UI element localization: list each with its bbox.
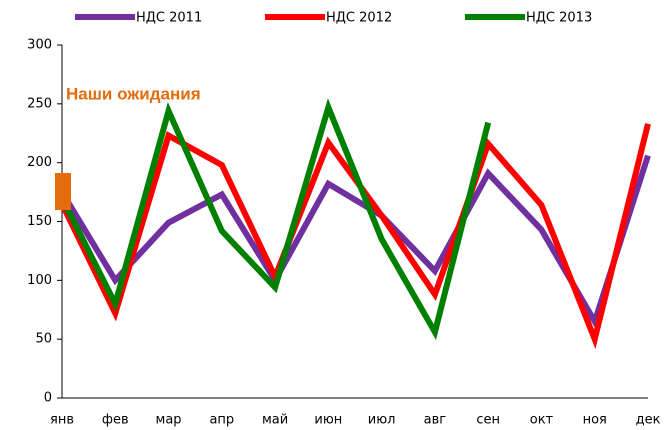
x-tick-label: дек <box>636 413 661 428</box>
x-tick-label: мар <box>156 413 182 428</box>
legend-label: НДС 2011 <box>136 11 202 26</box>
x-tick-label: июн <box>314 413 342 428</box>
x-tick-label: май <box>262 413 288 428</box>
annotation: Наши ожидания <box>66 84 201 103</box>
series-line <box>59 98 492 341</box>
x-tick-label: сен <box>476 413 500 428</box>
x-tick-label: авг <box>424 413 447 428</box>
y-tick-label: 150 <box>27 214 52 229</box>
series-line <box>59 123 651 349</box>
x-tick-label: июл <box>368 413 396 428</box>
y-tick-label: 100 <box>27 273 52 288</box>
legend-label: НДС 2013 <box>526 11 592 26</box>
y-tick-label: 0 <box>44 391 52 406</box>
x-tick-label: апр <box>209 413 234 428</box>
y-tick-label: 300 <box>27 38 52 53</box>
series-line <box>59 154 651 329</box>
x-tick-label: фев <box>102 413 129 428</box>
y-tick-label: 250 <box>27 96 52 111</box>
x-tick-label: ноя <box>583 413 607 428</box>
expectation-marker <box>55 173 71 210</box>
x-tick-label: янв <box>50 413 74 428</box>
y-tick-label: 200 <box>27 155 52 170</box>
legend-label: НДС 2012 <box>326 11 392 26</box>
y-tick-label: 50 <box>35 332 52 347</box>
x-tick-label: окт <box>530 413 554 428</box>
